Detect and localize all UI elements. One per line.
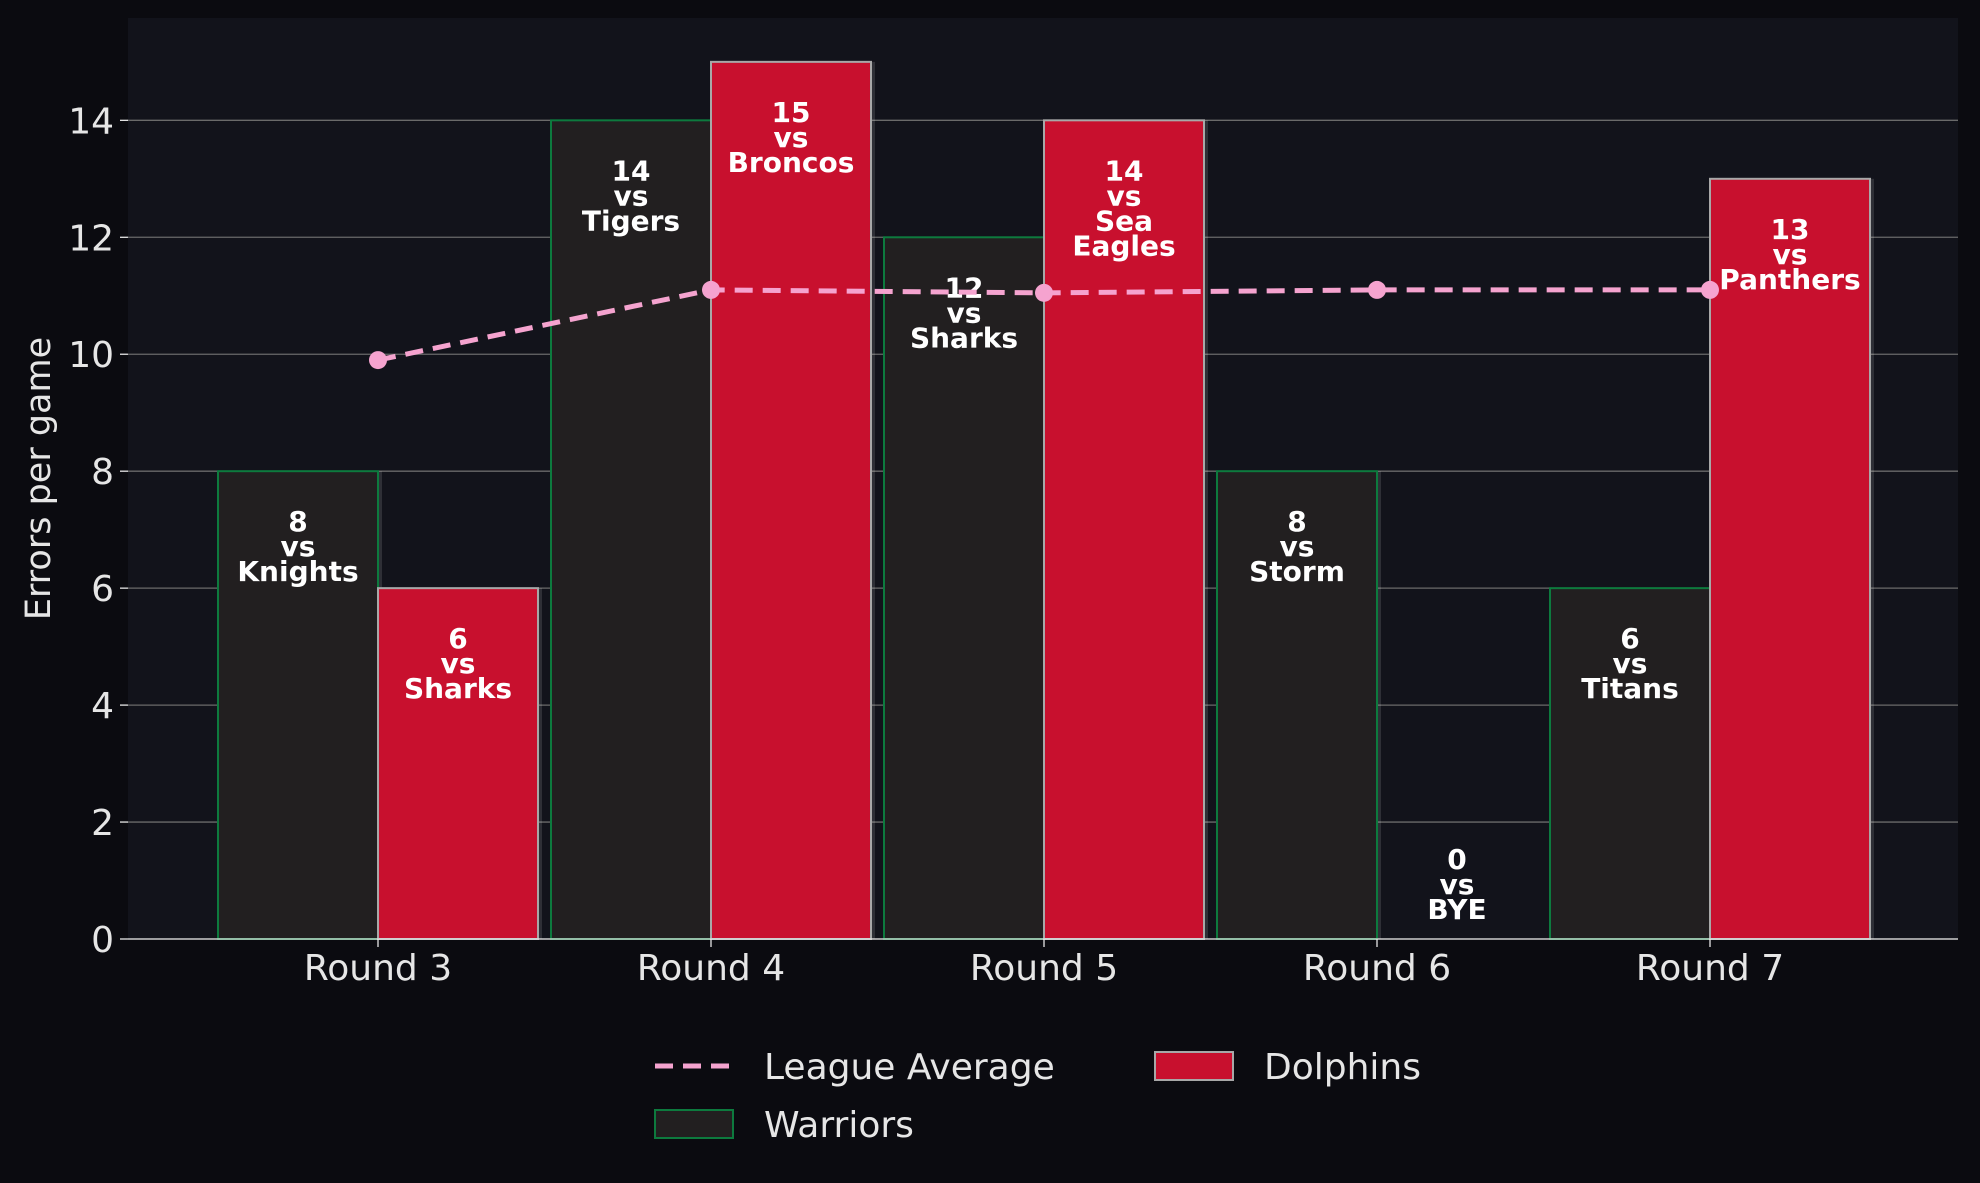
y-tick-label: 6 (91, 569, 114, 610)
bar-label: Storm (1249, 555, 1345, 588)
bar-label: Knights (237, 555, 358, 588)
bar-label: vs (774, 121, 809, 154)
y-tick-label: 2 (91, 803, 114, 844)
y-tick-label: 12 (68, 218, 114, 259)
league-average-point (369, 351, 387, 370)
bar-label: 14 (1105, 154, 1144, 187)
legend-label: League Average (764, 1047, 1055, 1088)
bar-label: vs (281, 530, 316, 563)
bar-label: Sharks (910, 321, 1018, 354)
bar-dolphins (1043, 119, 1205, 941)
bar-warriors (1549, 587, 1711, 941)
bar-label: Eagles (1072, 229, 1175, 262)
bar-label: vs (947, 296, 982, 329)
league-average-point (1701, 280, 1719, 299)
x-tick-label: Round 4 (637, 948, 785, 989)
bar-label: Titans (1581, 672, 1679, 705)
bar-dolphins (710, 60, 872, 941)
bar-label: 8 (1287, 505, 1306, 538)
bar-label: vs (1107, 179, 1142, 212)
x-tick-label: Round 7 (1636, 948, 1784, 989)
x-tick-label: Round 6 (1303, 948, 1451, 989)
bar-label: 14 (612, 154, 651, 187)
bar-label: vs (441, 647, 476, 680)
bar-dolphins (377, 587, 539, 941)
x-tick-label: Round 3 (304, 948, 452, 989)
bar-label: vs (1280, 530, 1315, 563)
y-tick-label: 10 (68, 335, 114, 376)
bar-warriors (1216, 470, 1378, 940)
y-axis-label: Errors per game (19, 337, 59, 620)
y-tick-label: 8 (91, 452, 114, 493)
bar-warriors (883, 236, 1045, 941)
y-tick-label: 14 (68, 101, 114, 142)
bar-label: vs (1440, 868, 1475, 901)
legend-label: Dolphins (1264, 1047, 1421, 1088)
bar-label: 13 (1771, 213, 1810, 246)
bar-label: 6 (1620, 622, 1639, 655)
y-tick-label: 4 (91, 686, 114, 727)
bar-dolphins (1709, 177, 1871, 941)
bar-label: Panthers (1719, 263, 1860, 296)
bar-label: Broncos (728, 146, 855, 179)
bar-label: 15 (772, 96, 811, 129)
bar-label: 8 (288, 505, 307, 538)
bar-label: vs (1773, 238, 1808, 271)
bar-label: 0 (1447, 843, 1466, 876)
y-tick-label: 0 (91, 920, 114, 961)
x-tick-label: Round 5 (970, 948, 1118, 989)
league-average-point (1368, 280, 1386, 299)
bar-label: 6 (448, 622, 467, 655)
legend-label: Warriors (764, 1105, 914, 1146)
bar-label: vs (1613, 647, 1648, 680)
legend-swatch-patch (654, 1109, 734, 1139)
bar-label: Tigers (582, 204, 680, 237)
legend-swatch-patch (1154, 1051, 1234, 1081)
bar-label: vs (614, 179, 649, 212)
bar-label: Sharks (404, 672, 512, 705)
league-average-point (702, 280, 720, 299)
league-average-point (1035, 283, 1053, 302)
bar-label: 12 (945, 271, 984, 304)
bar-label: Sea (1095, 204, 1153, 237)
bar-label: BYE (1427, 893, 1486, 926)
bar-warriors (550, 119, 712, 941)
